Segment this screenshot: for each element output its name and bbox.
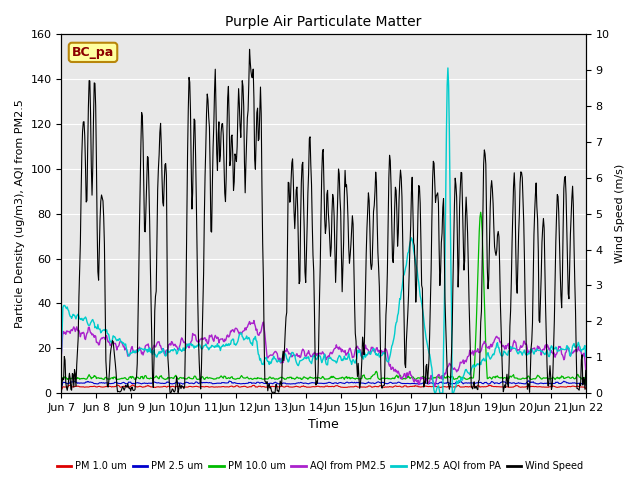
X-axis label: Time: Time <box>308 419 339 432</box>
Text: BC_pa: BC_pa <box>72 46 114 59</box>
Title: Purple Air Particulate Matter: Purple Air Particulate Matter <box>225 15 422 29</box>
Y-axis label: Particle Density (ug/m3), AQI from PM2.5: Particle Density (ug/m3), AQI from PM2.5 <box>15 99 25 328</box>
Y-axis label: Wind Speed (m/s): Wind Speed (m/s) <box>615 164 625 264</box>
Legend: PM 1.0 um, PM 2.5 um, PM 10.0 um, AQI from PM2.5, PM2.5 AQI from PA, Wind Speed: PM 1.0 um, PM 2.5 um, PM 10.0 um, AQI fr… <box>53 457 587 475</box>
